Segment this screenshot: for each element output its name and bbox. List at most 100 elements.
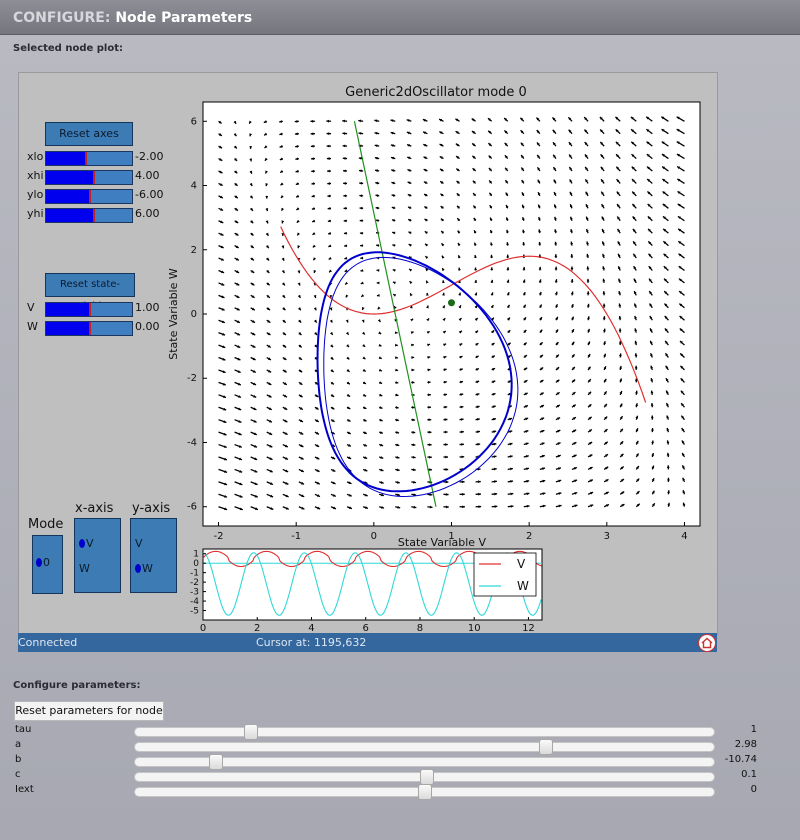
vector-arrow xyxy=(266,493,274,498)
vector-arrow xyxy=(475,355,479,359)
param-slider[interactable] xyxy=(134,739,715,755)
vector-arrow xyxy=(361,331,366,335)
vector-arrow xyxy=(490,279,494,284)
vector-arrow xyxy=(676,178,685,184)
header-prefix: CONFIGURE: xyxy=(13,10,111,26)
vector-arrow xyxy=(648,303,653,309)
vector-arrow xyxy=(471,155,477,160)
vector-arrow xyxy=(507,442,513,446)
vector-arrow xyxy=(378,368,383,372)
vector-arrow xyxy=(507,317,511,321)
vector-arrow xyxy=(490,267,494,271)
vector-arrow xyxy=(330,456,336,460)
vector-arrow xyxy=(473,229,477,234)
vector-arrow xyxy=(489,217,493,222)
vector-arrow xyxy=(327,206,332,210)
reset-state-button[interactable]: Reset state-variables xyxy=(45,273,135,312)
vector-arrow xyxy=(427,405,432,409)
vector-arrow xyxy=(218,369,226,374)
vector-arrow xyxy=(443,418,448,422)
vector-arrow xyxy=(570,278,574,283)
phase-plane-chart[interactable]: Generic2dOscillator mode 0 -2 -1 0 1 2 3 4 6 4 2 0… xyxy=(169,79,709,549)
param-slider[interactable] xyxy=(134,784,715,800)
vector-arrow xyxy=(599,141,605,147)
vector-arrow xyxy=(551,116,557,122)
reset-parameters-button[interactable]: Reset parameters for node xyxy=(14,701,164,721)
vector-arrow xyxy=(568,154,573,159)
vector-arrow xyxy=(442,317,446,322)
param-slider[interactable] xyxy=(134,754,715,770)
vector-arrow xyxy=(539,316,543,321)
vector-arrow xyxy=(475,405,480,409)
state-var-label: W xyxy=(27,320,38,333)
vector-arrow xyxy=(665,377,669,383)
vector-arrow xyxy=(663,253,669,259)
state-var-slider[interactable] xyxy=(45,321,133,336)
vector-arrow xyxy=(491,505,498,508)
vector-arrow xyxy=(294,119,299,123)
vector-arrow xyxy=(473,242,477,246)
param-slider-handle[interactable] xyxy=(539,739,554,755)
param-slider-handle[interactable] xyxy=(417,784,432,800)
vector-arrow xyxy=(619,403,623,408)
vector-arrow xyxy=(647,215,653,222)
vector-arrow xyxy=(298,307,302,311)
vector-arrow xyxy=(343,219,348,223)
vector-arrow xyxy=(488,167,493,172)
axis-range-slider[interactable] xyxy=(45,189,133,204)
vector-arrow xyxy=(265,220,269,224)
vector-arrow xyxy=(329,319,333,323)
param-slider[interactable] xyxy=(134,724,715,740)
param-slider-handle[interactable] xyxy=(243,724,258,740)
vector-arrow xyxy=(491,342,495,346)
vector-arrow xyxy=(539,492,546,496)
vector-arrow xyxy=(507,480,514,483)
vector-arrow xyxy=(327,182,332,185)
param-label: a xyxy=(15,739,22,750)
vector-arrow xyxy=(489,229,493,234)
vector-arrow xyxy=(555,429,561,433)
vector-arrow xyxy=(619,478,625,483)
vector-arrow xyxy=(234,170,238,174)
vector-arrow xyxy=(250,381,257,386)
mode-option[interactable]: 0 xyxy=(36,556,50,569)
phase-y-tick-label: -2 xyxy=(187,373,197,384)
vector-arrow xyxy=(298,356,303,361)
vector-arrow xyxy=(648,253,653,259)
vector-arrow xyxy=(458,292,461,296)
x-axis-option-v[interactable]: V xyxy=(79,537,94,550)
vector-arrow xyxy=(682,477,686,483)
x-axis-option-w[interactable]: W xyxy=(79,562,90,575)
param-slider-handle[interactable] xyxy=(209,754,224,770)
vector-arrow xyxy=(504,142,509,147)
vector-arrow xyxy=(663,265,669,271)
vector-arrow xyxy=(635,390,638,395)
home-icon[interactable] xyxy=(698,634,716,652)
y-axis-option-w[interactable]: W xyxy=(135,562,153,575)
axis-range-slider[interactable] xyxy=(45,151,133,166)
vector-arrow xyxy=(440,230,445,234)
vector-arrow xyxy=(279,132,283,136)
vector-arrow xyxy=(645,116,653,122)
vector-arrow xyxy=(425,292,429,296)
vector-arrow xyxy=(491,430,497,434)
vector-arrow xyxy=(619,365,622,371)
vector-arrow xyxy=(618,353,622,358)
vector-arrow xyxy=(411,356,415,359)
vector-arrow xyxy=(523,442,529,446)
vector-arrow xyxy=(409,280,413,285)
state-var-slider[interactable] xyxy=(45,302,133,317)
vector-arrow xyxy=(411,493,417,497)
vector-arrow xyxy=(310,132,315,136)
axis-range-slider[interactable] xyxy=(45,170,133,185)
y-axis-option-v[interactable]: V xyxy=(135,537,143,550)
axis-range-slider[interactable] xyxy=(45,208,133,223)
param-slider-handle[interactable] xyxy=(420,769,435,785)
reset-axes-button[interactable]: Reset axes xyxy=(45,122,133,146)
vector-arrow xyxy=(571,404,577,408)
vector-arrow xyxy=(218,145,223,149)
param-slider[interactable] xyxy=(134,769,715,785)
vector-arrow xyxy=(346,443,352,447)
vector-arrow xyxy=(250,443,258,448)
